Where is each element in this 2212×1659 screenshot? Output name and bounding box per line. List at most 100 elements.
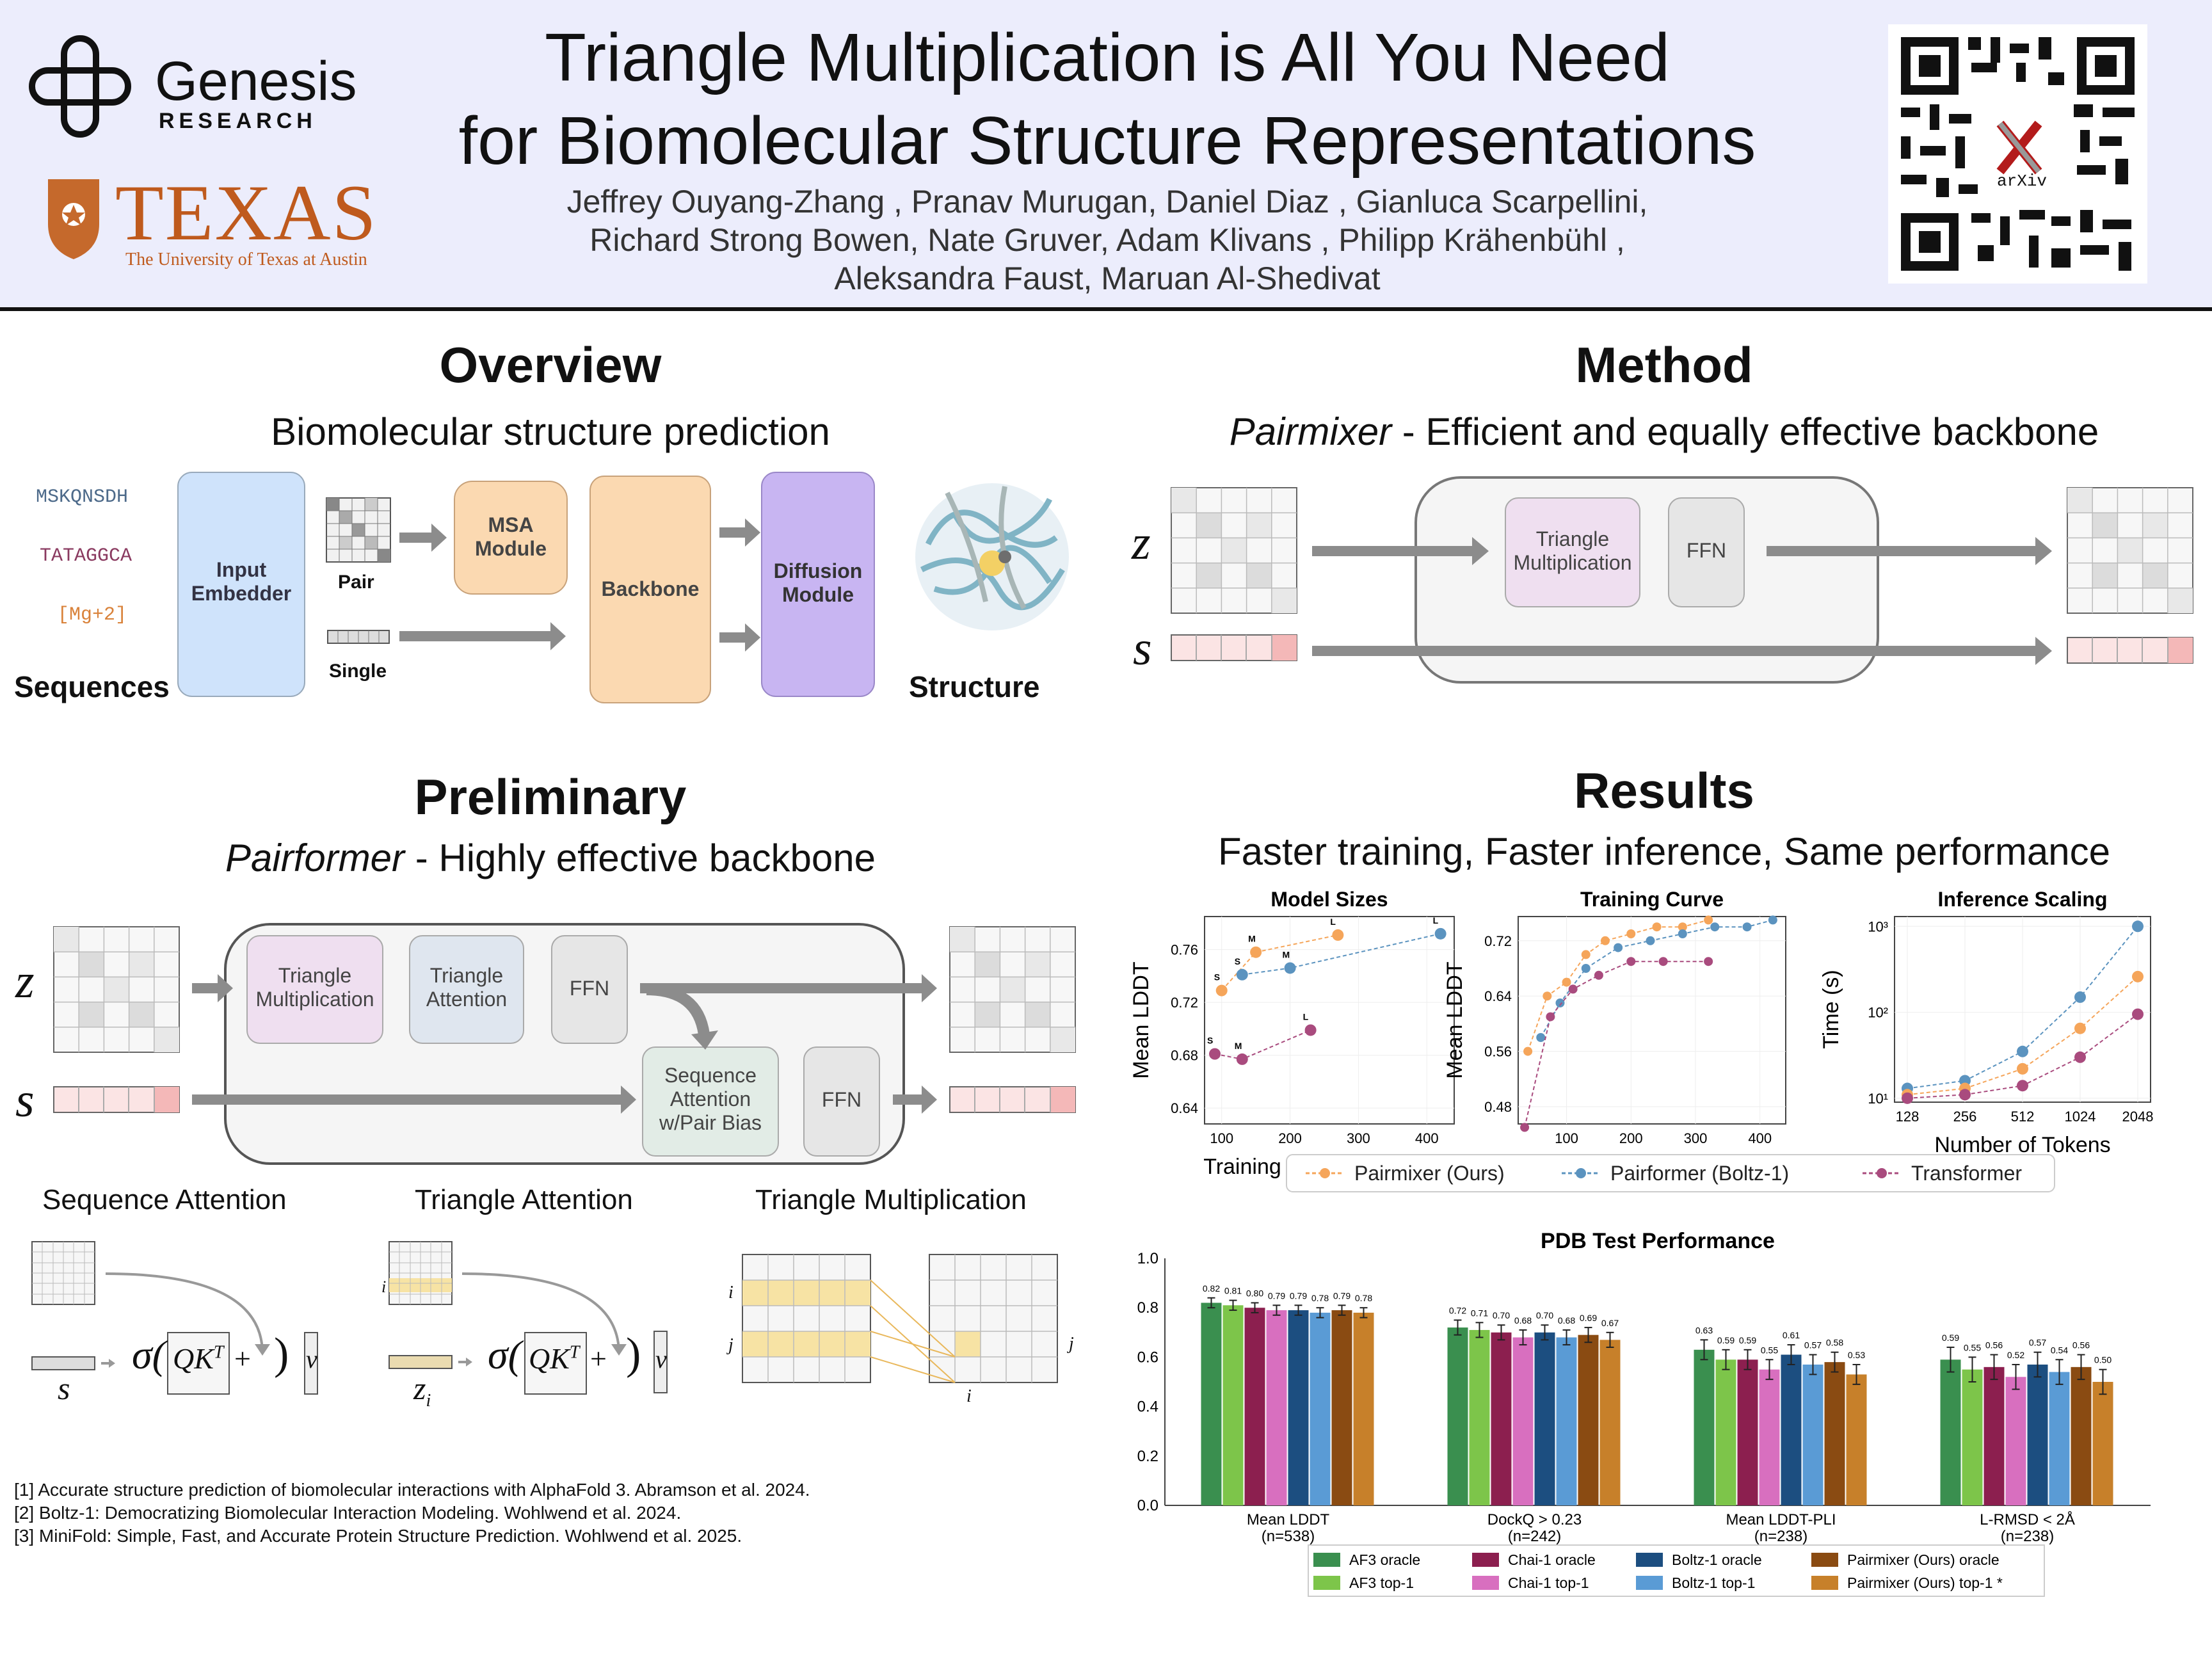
bar-legend: AF3 oracle AF3 top-1 Chai-1 oracle Chai-1 t… [1308, 1544, 2045, 1597]
bar-value-label: 0.79 [1268, 1290, 1285, 1301]
legend-swatch [1811, 1576, 1838, 1590]
data-point [2132, 1008, 2144, 1020]
x-tick-label: 300 [1684, 1130, 1708, 1146]
data-point [1658, 957, 1668, 966]
data-point [2074, 991, 2086, 1003]
y-tick-label: 0.8 [1137, 1299, 1158, 1317]
bar-value-label: 0.56 [2072, 1340, 2090, 1350]
chart-title: Training Curve [1580, 888, 1724, 911]
x-tick-label: 512 [2011, 1109, 2035, 1125]
eq2-v: v [655, 1345, 667, 1374]
reference-3: [3] MiniFold: Simple, Fast, and Accurate… [14, 1526, 742, 1546]
y-axis-label: Mean LDDT [1443, 961, 1467, 1078]
bar-value-label: 0.57 [2029, 1338, 2046, 1348]
data-point [1520, 1123, 1530, 1132]
data-point [2132, 970, 2144, 982]
qr-arxiv-label: arXiv [1997, 172, 2048, 191]
bar-value-label: 0.78 [1355, 1293, 1372, 1303]
data-point [1236, 968, 1248, 981]
caption-triangle-attention: Triangle Attention [415, 1184, 633, 1215]
bar-value-label: 0.56 [1985, 1340, 2003, 1350]
eq2-sigma: σ( [488, 1332, 522, 1377]
pre-tri-attn-box: Triangle Attention [426, 964, 508, 1011]
bar [2027, 1364, 2048, 1505]
data-point [1902, 1092, 1913, 1104]
bar [1331, 1310, 1352, 1505]
bar-value-label: 0.57 [1804, 1340, 1822, 1350]
data-point [1209, 1048, 1221, 1060]
data-point [1710, 922, 1720, 932]
bar [2071, 1366, 2092, 1505]
x-tick-label: 100 [1210, 1130, 1233, 1146]
x-tick-label: 128 [1896, 1109, 1919, 1125]
data-point [1626, 957, 1636, 966]
data-point [2074, 1051, 2086, 1063]
data-point [1568, 984, 1578, 994]
data-point [1562, 977, 1571, 987]
plot-area [1204, 916, 1455, 1125]
data-point [1678, 922, 1687, 932]
texas-logo-sub: The University of Texas at Austin [125, 250, 367, 269]
eq1-close: ) [274, 1329, 289, 1379]
paper-title-line1: Triangle Multiplication is All You Need [545, 20, 1670, 95]
category-label: DockQ > 0.23 [1487, 1511, 1582, 1528]
eq1-v: v [306, 1345, 317, 1374]
bar [1940, 1359, 1961, 1505]
eq1-sigma: σ( [132, 1332, 166, 1377]
data-point [1536, 1033, 1546, 1042]
bar [1556, 1337, 1577, 1505]
data-point [1652, 922, 1662, 932]
ligand-sequence: [Mg+2] [58, 604, 127, 626]
bar [1288, 1310, 1309, 1505]
point-label: M [1283, 949, 1290, 959]
bar [1824, 1362, 1845, 1505]
legend-swatch [1636, 1576, 1663, 1590]
data-point [1594, 970, 1603, 980]
data-point [1546, 1012, 1555, 1022]
bar [1491, 1332, 1512, 1505]
pre-s-label: s [15, 1073, 35, 1127]
x-tick-label: 300 [1347, 1130, 1370, 1146]
legend-swatch [1636, 1553, 1663, 1567]
bar-value-label: 0.58 [1826, 1338, 1843, 1348]
point-label: M [1248, 934, 1256, 944]
y-tick-label: 10³ [1868, 918, 1888, 934]
data-point [1236, 1053, 1248, 1065]
y-tick-label: 1.0 [1137, 1250, 1158, 1267]
bar-value-label: 0.67 [1601, 1318, 1619, 1328]
pre-tri-mult-box: Triangle Multiplication [255, 964, 374, 1011]
data-point [1614, 943, 1623, 952]
bar [1962, 1369, 1983, 1505]
bar-value-label: 0.50 [2094, 1355, 2112, 1365]
y-tick-label: 0.2 [1137, 1448, 1158, 1465]
y-tick-label: 0.68 [1171, 1048, 1198, 1064]
data-point [1704, 915, 1713, 925]
bar-value-label: 0.69 [1580, 1313, 1597, 1323]
category-label: Mean LDDT-PLI [1726, 1511, 1836, 1528]
bar-value-label: 0.68 [1514, 1315, 1532, 1326]
bar [1201, 1302, 1222, 1505]
point-label: L [1303, 1011, 1309, 1022]
bar [1266, 1310, 1287, 1505]
method-z-label: z [1132, 516, 1151, 570]
bar-value-label: 0.71 [1471, 1308, 1488, 1318]
bar [1846, 1374, 1867, 1505]
data-point [1543, 991, 1552, 1001]
legend-swatch [1472, 1553, 1499, 1567]
method-s-label: s [1133, 621, 1152, 675]
point-label: L [1330, 917, 1336, 927]
eq1-qk: QKT [173, 1342, 224, 1375]
chart-title: Model Sizes [1270, 888, 1388, 911]
results-title: Results [1574, 762, 1754, 819]
y-tick-label: 0.64 [1484, 988, 1512, 1004]
data-point [1250, 946, 1262, 958]
eq2-plus: + [590, 1342, 607, 1375]
eq3-j-left: j [728, 1335, 733, 1355]
authors-line2: Richard Strong Bowen, Nate Gruver, Adam … [589, 222, 1625, 258]
bar [1469, 1329, 1490, 1505]
legend-label: Pairformer (Boltz-1) [1610, 1162, 1789, 1185]
legend-marker [1877, 1168, 1887, 1178]
authors-line1: Jeffrey Ouyang-Zhang , Pranav Murugan, D… [566, 184, 1648, 220]
input-embedder-box: Input Embedder [191, 558, 292, 605]
eq2-close: ) [626, 1329, 641, 1379]
